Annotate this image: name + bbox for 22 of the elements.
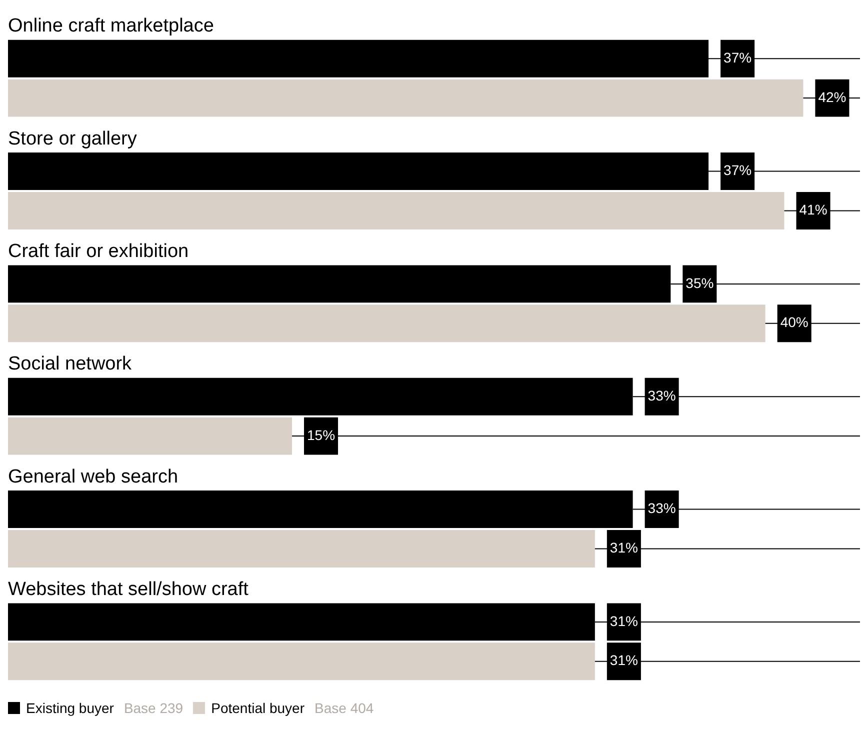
data-label: 37% — [724, 162, 752, 178]
data-label: 33% — [648, 387, 676, 404]
y-tick-label: Social network — [8, 354, 132, 375]
data-label: 15% — [306, 426, 336, 443]
data-label: 41% — [799, 202, 828, 218]
legend-label: Potential buyer — [211, 700, 305, 716]
data-label: 37% — [724, 49, 752, 66]
y-tick-label: General web search — [8, 466, 178, 488]
text: Base 239 — [124, 700, 184, 716]
data-label: 35% — [686, 274, 714, 291]
y-tick-label: Store or gallery — [8, 128, 138, 150]
y-tick-label: Craft fair or exhibition — [8, 240, 189, 262]
data-label: 42% — [818, 88, 846, 105]
y-tick-label: Websites that sell/show craft — [8, 578, 250, 600]
legend-label: Existing buyer — [26, 700, 114, 716]
y-tick-label: Online craft marketplace — [8, 16, 214, 37]
data-label: 31% — [610, 612, 638, 629]
data-label: 40% — [780, 314, 808, 330]
data-label: 31% — [610, 540, 638, 556]
text: Base 404 — [314, 700, 374, 716]
data-label: 33% — [648, 500, 676, 516]
data-label: 31% — [610, 652, 638, 668]
